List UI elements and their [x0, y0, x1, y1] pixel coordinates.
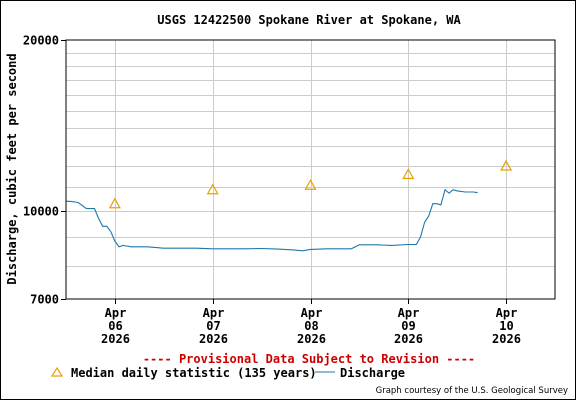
axes: 70001000020000Apr062026Apr072026Apr08202… [23, 34, 521, 347]
x-tick-label: 2026 [199, 332, 228, 346]
x-tick-label: 2026 [394, 332, 423, 346]
median-marker [402, 168, 415, 179]
x-tick-label: 07 [206, 319, 220, 333]
x-tick-label: 06 [108, 319, 122, 333]
median-marker [304, 179, 317, 190]
x-tick-label: Apr [496, 306, 518, 320]
legend-discharge-label: Discharge [340, 366, 405, 380]
x-tick-label: 2026 [492, 332, 521, 346]
x-tick-label: Apr [105, 306, 127, 320]
y-tick-label: 7000 [30, 293, 59, 307]
y-tick-label: 10000 [23, 205, 59, 219]
x-tick-label: 2026 [297, 332, 326, 346]
median-marker [108, 197, 121, 209]
legend-median-marker [50, 366, 64, 377]
x-tick-label: Apr [398, 306, 420, 320]
series-layer [66, 159, 513, 252]
x-tick-label: 08 [304, 319, 318, 333]
x-tick-label: 09 [401, 319, 415, 333]
gridlines [66, 40, 555, 299]
credit-line: Graph courtesy of the U.S. Geological Su… [376, 386, 568, 396]
median-marker [206, 183, 219, 195]
legend-median-label: Median daily statistic (135 years) [71, 366, 317, 380]
y-axis-label: Discharge, cubic feet per second [5, 53, 19, 284]
legend: Median daily statistic (135 years) Disch… [50, 366, 405, 380]
discharge-line [66, 188, 478, 252]
provisional-note: ---- Provisional Data Subject to Revisio… [143, 352, 475, 366]
x-tick-label: Apr [301, 306, 323, 320]
plot-border [65, 39, 556, 300]
y-tick-label: 20000 [23, 34, 59, 48]
chart-title: USGS 12422500 Spokane River at Spokane, … [157, 13, 461, 27]
x-tick-label: 10 [499, 319, 513, 333]
median-marker [500, 159, 513, 171]
x-tick-label: 2026 [101, 332, 130, 346]
x-tick-label: Apr [203, 306, 225, 320]
